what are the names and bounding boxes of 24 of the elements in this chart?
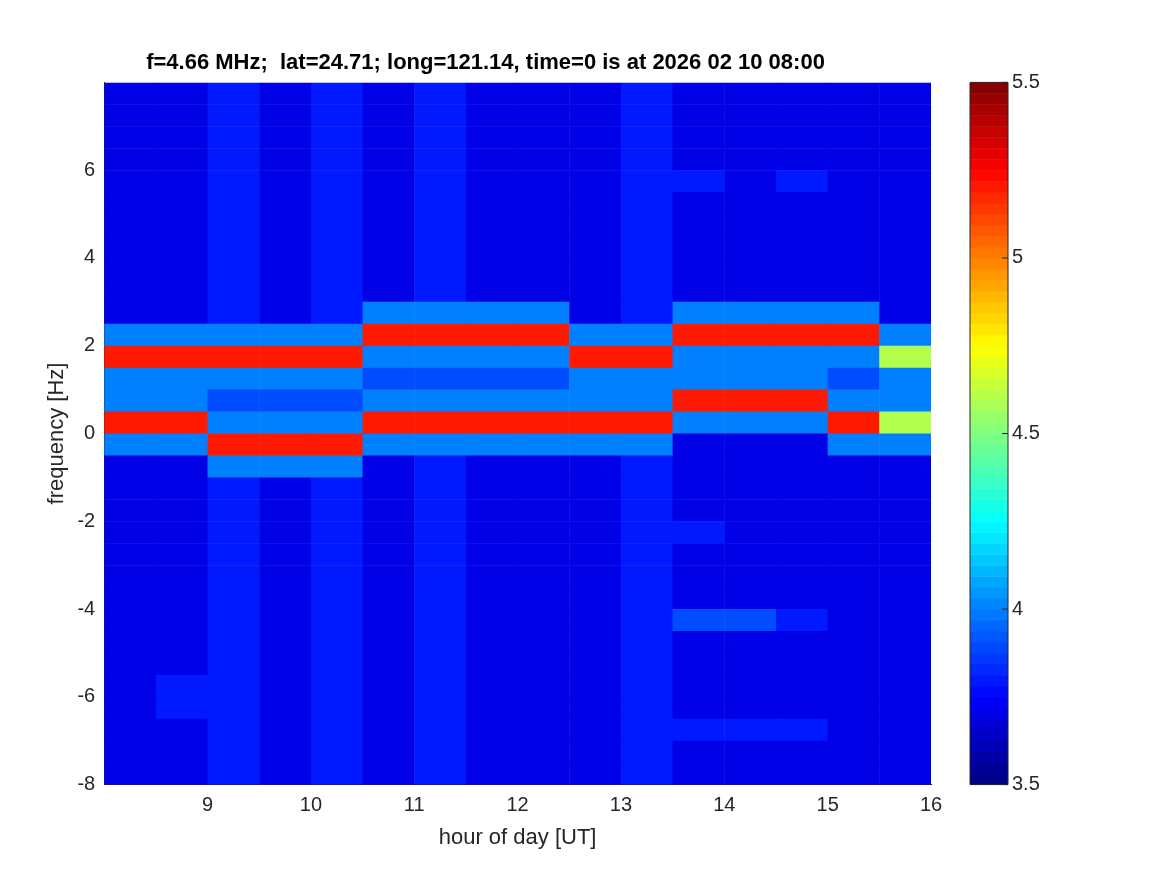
x-tick-label: 10 <box>299 793 323 816</box>
y-axis-title: frequency [Hz] <box>43 362 69 505</box>
x-tick-label: 11 <box>403 793 425 816</box>
y-tick-label: -2 <box>77 508 96 531</box>
chart-title: f=4.66 MHz; lat=24.71; long=121.14, time=0 is at 2026 02 10 08:00 <box>146 49 825 75</box>
y-tick-label: -8 <box>77 772 96 795</box>
x-tick-label: 14 <box>713 793 736 816</box>
y-tick-label: 2 <box>84 333 96 356</box>
x-tick-label: 16 <box>919 793 943 816</box>
x-tick-label: 9 <box>201 793 214 816</box>
color-bar-label: 4.5 <box>1012 421 1040 444</box>
y-tick-label: -6 <box>77 684 96 707</box>
x-tick-label: 15 <box>816 793 839 816</box>
color-bar-label: 5.5 <box>1012 69 1040 92</box>
color-bar-label: 3.5 <box>1012 772 1040 795</box>
color-bar-label: 5 <box>1012 245 1024 268</box>
y-tick-label: -4 <box>77 596 96 619</box>
y-tick-label: 4 <box>84 245 96 268</box>
x-axis-title: hour of day [UT] <box>438 823 597 849</box>
x-tick-label: 13 <box>609 793 633 816</box>
color-bar-label: 4 <box>1012 596 1024 619</box>
y-tick-label: 0 <box>84 421 96 444</box>
y-tick-label: 6 <box>84 157 96 180</box>
x-tick-label: 12 <box>506 793 529 816</box>
